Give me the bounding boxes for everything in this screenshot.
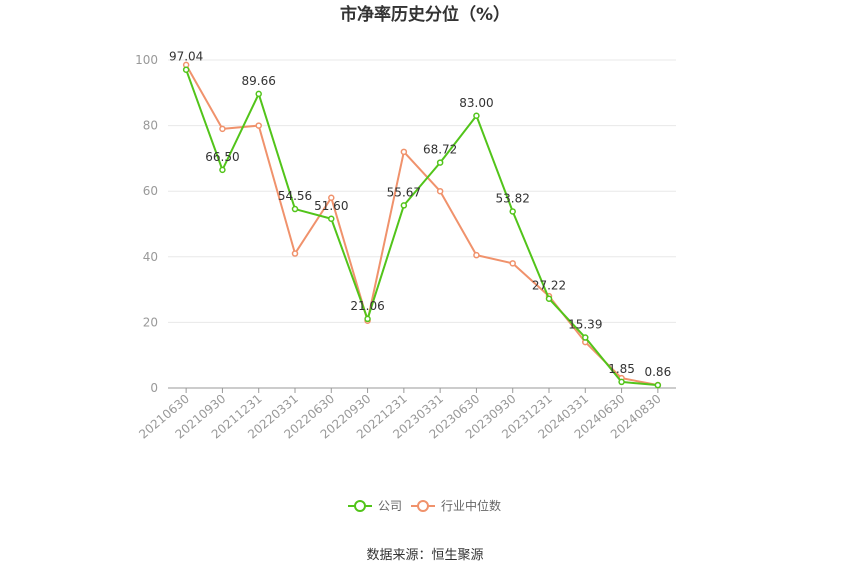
data-point (182, 66, 190, 73)
data-label: 15.39 (568, 318, 602, 332)
data-point (509, 208, 516, 215)
series-line (185, 64, 659, 387)
y-tick-label: 60 (143, 184, 158, 198)
data-label: 54.56 (278, 189, 312, 203)
data-label: 21.06 (350, 299, 384, 313)
y-tick-label: 0 (150, 381, 158, 395)
series-layer (182, 61, 662, 389)
data-point (364, 315, 371, 323)
data-point (291, 205, 299, 213)
data-label: 27.22 (532, 279, 566, 293)
data-point (654, 381, 662, 389)
data-point (582, 334, 589, 341)
series-line (185, 69, 658, 387)
chart-title: 市净率历史分位（%） (340, 4, 510, 25)
legend[interactable]: 公司 行业中位数 (348, 498, 501, 513)
y-tick-label: 80 (143, 119, 158, 133)
data-point (255, 122, 262, 129)
legend-item[interactable]: 行业中位数 (411, 498, 501, 513)
data-label: 51.60 (314, 199, 348, 213)
data-label: 53.82 (496, 191, 530, 205)
data-label: 83.00 (459, 96, 493, 110)
data-point (436, 159, 444, 166)
data-point (618, 378, 625, 386)
data-point (255, 90, 262, 98)
source-note: 数据来源：恒生聚源 (366, 548, 483, 563)
data-point (436, 187, 444, 195)
legend-label: 公司 (378, 499, 402, 513)
legend-swatch-marker (354, 500, 366, 512)
data-label: 89.66 (242, 74, 276, 88)
data-label: 66.50 (205, 150, 239, 164)
data-point (545, 295, 553, 302)
data-point (509, 260, 516, 267)
data-point (328, 215, 335, 223)
y-tick-label: 20 (143, 315, 158, 329)
data-label: 68.72 (423, 143, 457, 157)
data-point (473, 112, 480, 120)
y-tick-label: 100 (135, 53, 158, 67)
data-point (219, 125, 226, 133)
data-label: 1.85 (608, 362, 635, 376)
data-label: 55.67 (387, 185, 421, 199)
y-tick-label: 40 (143, 250, 158, 264)
y-axis: 0 20 40 60 80 100 (135, 53, 158, 395)
data-point (291, 250, 299, 257)
data-label: 0.86 (644, 365, 671, 379)
legend-swatch-marker (417, 500, 429, 512)
data-point (473, 251, 480, 259)
legend-label: 行业中位数 (441, 498, 501, 513)
data-point (400, 202, 408, 209)
grid-lines (168, 59, 676, 323)
data-point (328, 194, 335, 202)
data-point (400, 148, 408, 156)
legend-item[interactable]: 公司 (348, 499, 402, 513)
data-label: 97.04 (169, 50, 203, 64)
x-axis: 2021063020210930202112312022033120220630… (136, 387, 676, 442)
data-point (219, 166, 226, 174)
